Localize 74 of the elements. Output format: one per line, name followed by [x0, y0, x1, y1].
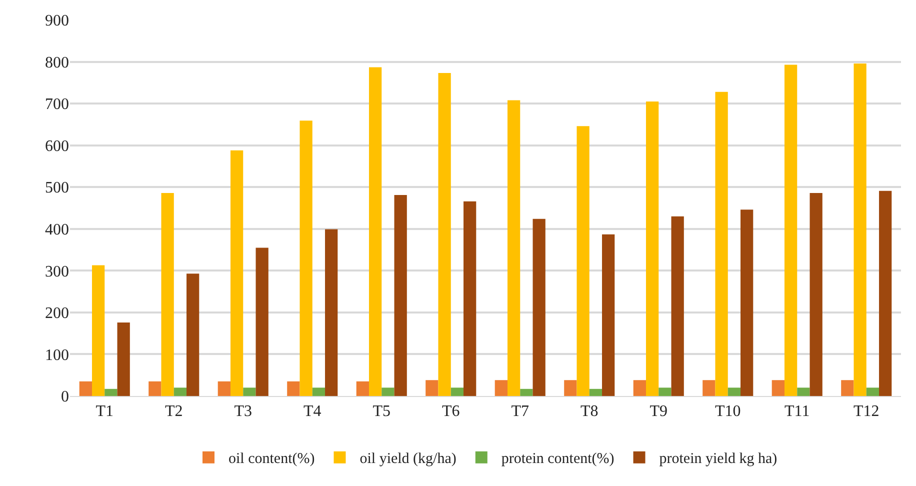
- bar: [287, 381, 300, 396]
- bar: [464, 201, 476, 396]
- x-tick-label: T4: [303, 403, 322, 420]
- y-tick-label: 700: [45, 96, 69, 114]
- bar: [589, 388, 602, 396]
- y-tick-label: 100: [45, 346, 69, 364]
- bar: [450, 388, 464, 396]
- bar: [426, 380, 438, 396]
- y-tick-label: 600: [45, 138, 69, 155]
- bar: [494, 380, 508, 396]
- bar: [646, 101, 659, 396]
- bar: [148, 381, 162, 396]
- legend-label: oil yield (kg/ha): [360, 451, 456, 468]
- bar: [230, 150, 244, 396]
- x-tick-label: T7: [511, 403, 530, 420]
- bar: [866, 388, 880, 396]
- bar: [841, 380, 854, 396]
- bar: [356, 381, 369, 396]
- bar: [394, 195, 407, 396]
- bar: [186, 274, 200, 396]
- bar: [602, 234, 615, 396]
- x-tick-label: T9: [650, 403, 668, 420]
- legend-label: protein yield kg ha): [659, 451, 778, 468]
- y-tick-label: 900: [45, 12, 69, 30]
- bar: [256, 248, 268, 396]
- bar: [633, 380, 646, 396]
- y-tick-label: 0: [61, 388, 69, 406]
- y-tick-label: 300: [45, 263, 69, 280]
- y-tick-label: 500: [45, 180, 69, 197]
- x-tick-label: T11: [784, 403, 810, 420]
- bar: [325, 229, 338, 396]
- bar: [368, 67, 382, 396]
- bar: [854, 63, 866, 396]
- bar: [784, 64, 798, 396]
- bar: [520, 388, 533, 396]
- bar: [576, 126, 590, 396]
- bar: [218, 381, 230, 396]
- x-tick-label: T8: [580, 403, 598, 420]
- bar: [161, 192, 174, 396]
- bar: [117, 322, 130, 396]
- bar: [879, 190, 892, 396]
- y-tick-label: 200: [45, 305, 69, 322]
- legend-label: oil content(%): [228, 451, 315, 468]
- bar: [243, 388, 256, 396]
- bar: [532, 218, 546, 396]
- x-tick-label: T2: [164, 403, 183, 420]
- bar: [772, 380, 784, 396]
- bar: [382, 388, 394, 396]
- bar: [740, 210, 754, 396]
- bar: [300, 120, 312, 396]
- bar: [92, 265, 105, 396]
- bar: [79, 381, 92, 396]
- bar: [507, 100, 520, 396]
- y-tick-label: 400: [45, 221, 69, 238]
- y-tick-label: 800: [45, 54, 69, 72]
- bar: [810, 192, 822, 396]
- bar: [174, 388, 187, 396]
- bar: [702, 380, 716, 396]
- bar: [728, 388, 741, 396]
- x-tick-label: T6: [442, 403, 460, 420]
- x-tick-label: T5: [372, 403, 391, 420]
- bar: [715, 92, 728, 396]
- bar: [564, 380, 577, 396]
- bar: [658, 388, 672, 396]
- x-tick-label: T10: [714, 403, 741, 420]
- bar: [104, 388, 118, 396]
- bar: [797, 388, 810, 396]
- bar: [438, 73, 451, 396]
- x-tick-label: T1: [96, 403, 114, 420]
- bar: [312, 388, 326, 396]
- bar: [671, 216, 684, 396]
- x-tick-label: T12: [853, 403, 880, 420]
- x-tick-label: T3: [234, 403, 252, 420]
- legend-label: protein content(%): [501, 451, 614, 468]
